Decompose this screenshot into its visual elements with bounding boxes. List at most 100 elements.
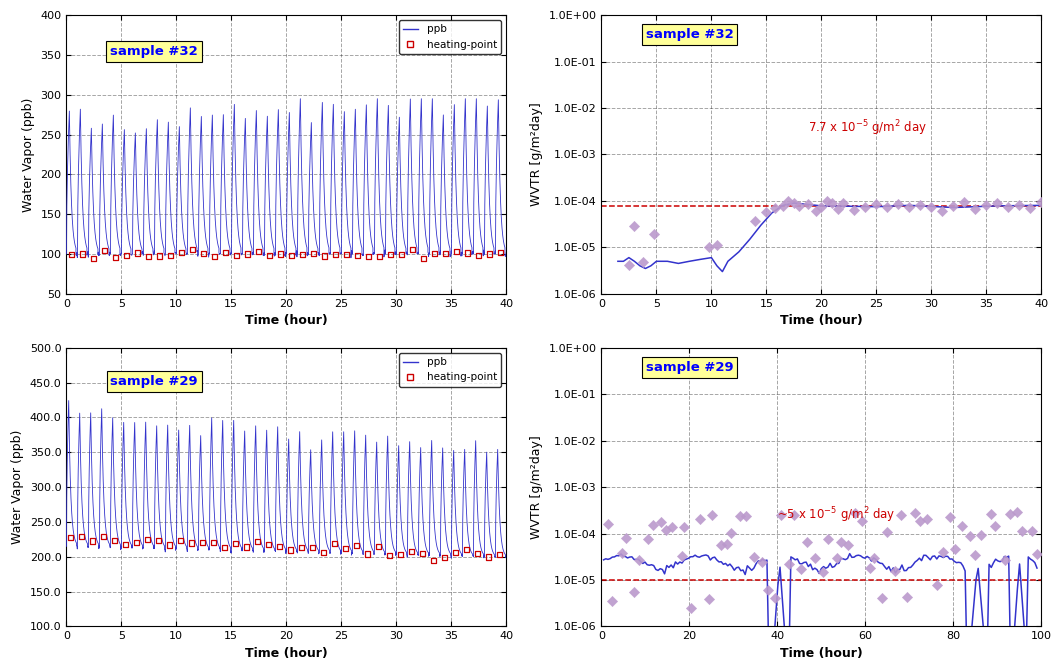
Point xyxy=(879,202,896,213)
Text: sample #32: sample #32 xyxy=(645,28,733,41)
Point xyxy=(867,199,884,210)
Point xyxy=(382,249,399,260)
Point xyxy=(326,249,343,260)
Point xyxy=(1008,507,1025,517)
Point xyxy=(392,549,409,560)
Legend: ppb, heating-point: ppb, heating-point xyxy=(399,353,501,386)
Point xyxy=(249,536,266,547)
Point xyxy=(640,533,657,544)
Point xyxy=(754,557,771,568)
Point xyxy=(184,244,201,255)
Point xyxy=(63,250,80,260)
Point xyxy=(172,248,189,258)
Point xyxy=(708,240,725,250)
Point xyxy=(798,536,815,547)
Point xyxy=(359,549,376,560)
Point xyxy=(747,215,764,226)
Point xyxy=(630,555,647,566)
Point xyxy=(645,228,662,239)
Point xyxy=(492,248,509,258)
Point xyxy=(338,249,355,260)
Point xyxy=(448,547,465,558)
Point xyxy=(760,585,777,596)
Point xyxy=(834,198,851,209)
Point xyxy=(832,537,849,548)
Point xyxy=(359,251,376,262)
Point xyxy=(967,204,984,215)
Point xyxy=(250,246,267,257)
Point xyxy=(846,507,863,518)
Point xyxy=(808,205,825,216)
Point xyxy=(162,250,179,261)
Point xyxy=(139,251,156,262)
Point xyxy=(799,199,816,210)
Point xyxy=(96,246,113,256)
Point xyxy=(866,552,883,563)
Point xyxy=(982,508,999,519)
Point xyxy=(183,537,200,548)
Point xyxy=(403,546,420,557)
Point xyxy=(1022,203,1039,213)
Point xyxy=(1033,197,1050,207)
Point xyxy=(480,552,497,562)
Point xyxy=(1000,201,1017,212)
Point xyxy=(820,534,837,545)
Point xyxy=(892,509,909,520)
Point xyxy=(824,197,841,208)
Point xyxy=(854,515,871,526)
Point xyxy=(954,521,971,531)
X-axis label: Time (hour): Time (hour) xyxy=(244,314,327,327)
Point xyxy=(404,244,421,255)
Point xyxy=(625,586,642,597)
Legend: ppb, heating-point: ppb, heating-point xyxy=(399,20,501,54)
Point xyxy=(635,257,652,268)
Point xyxy=(62,532,79,543)
Point xyxy=(945,200,962,211)
Point xyxy=(986,520,1003,531)
Point xyxy=(758,207,775,217)
Point xyxy=(772,510,789,521)
Point xyxy=(216,542,233,553)
Point xyxy=(106,252,123,263)
Point xyxy=(129,537,146,548)
Point xyxy=(337,544,354,554)
Point xyxy=(195,537,212,548)
Point xyxy=(829,552,846,563)
Point xyxy=(923,202,940,213)
Point xyxy=(676,522,693,533)
Point xyxy=(260,250,277,261)
Point xyxy=(626,220,643,231)
X-axis label: Time (hour): Time (hour) xyxy=(244,647,327,660)
Point xyxy=(73,531,90,541)
Point xyxy=(719,539,736,550)
Point xyxy=(873,592,890,603)
Point xyxy=(781,558,798,569)
Point xyxy=(382,550,399,561)
Point xyxy=(604,595,621,606)
Point xyxy=(900,201,917,212)
Point xyxy=(469,548,486,559)
Text: ~5 x 10$^{-5}$ g/m$^2$ day: ~5 x 10$^{-5}$ g/m$^2$ day xyxy=(777,505,896,525)
Point xyxy=(349,540,366,551)
Point xyxy=(712,539,729,550)
Point xyxy=(879,527,896,537)
Point xyxy=(947,544,964,555)
Point xyxy=(392,249,409,260)
Point xyxy=(956,197,973,207)
Point xyxy=(887,566,904,576)
Point xyxy=(1024,526,1041,537)
Point xyxy=(272,248,289,259)
Point xyxy=(912,515,929,526)
Point xyxy=(731,511,748,521)
Point xyxy=(618,533,635,544)
Text: sample #32: sample #32 xyxy=(111,45,198,58)
Point xyxy=(85,253,102,264)
Point xyxy=(774,201,791,211)
Point xyxy=(738,511,755,521)
Point xyxy=(436,552,453,563)
Point xyxy=(786,509,803,520)
Point xyxy=(861,563,878,574)
Point xyxy=(829,204,846,215)
Point xyxy=(793,564,810,575)
Point xyxy=(459,248,476,258)
